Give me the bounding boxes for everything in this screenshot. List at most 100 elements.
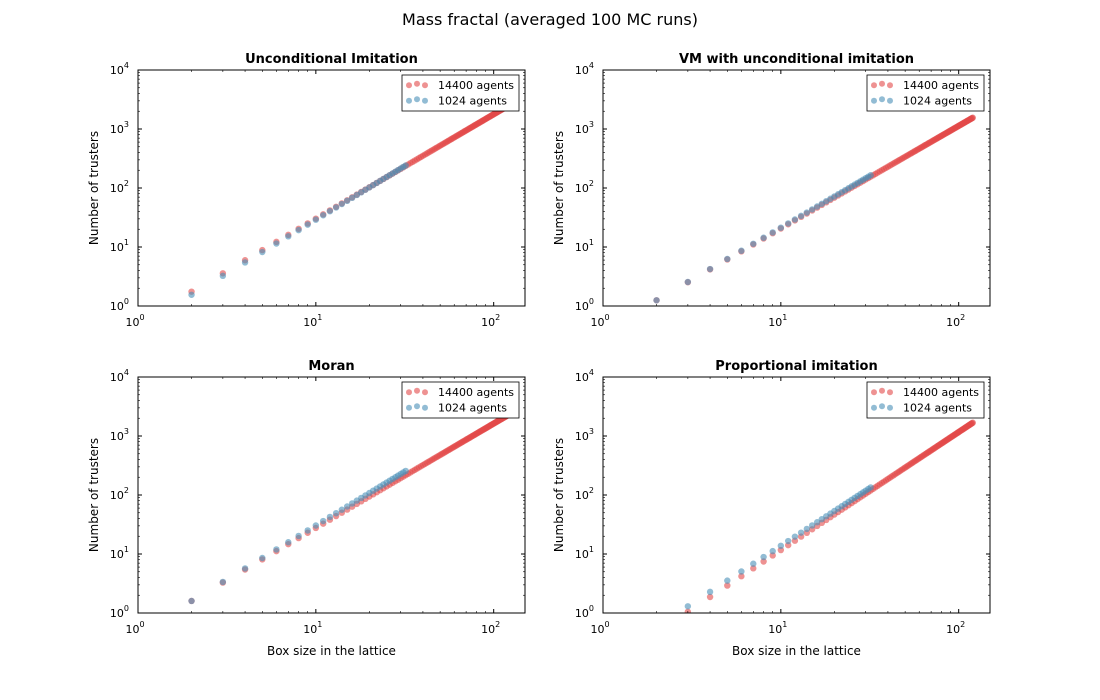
data-point [348, 194, 356, 201]
legend-marker-dot [414, 96, 420, 103]
y-tick-label: 101 [575, 238, 594, 254]
subplot-2: VM with unconditional imitation 100 101 102… [552, 52, 991, 329]
y-tick-label: 103 [575, 120, 594, 136]
data-points [188, 412, 511, 605]
data-point [684, 278, 692, 286]
y-tick-label: 101 [110, 545, 129, 561]
legend-label: 1024 agents [903, 95, 972, 108]
legend-box [866, 74, 985, 112]
y-tick-label: 101 [110, 238, 129, 254]
data-point [332, 204, 340, 211]
x-tick-label: 101 [768, 620, 787, 636]
data-point [259, 248, 266, 256]
x-tick-label: 101 [768, 313, 787, 329]
legend-marker-dot [414, 403, 420, 410]
legend-marker-dot [871, 404, 877, 411]
data-point [285, 233, 292, 240]
y-axis-label: Number of trusters [552, 438, 566, 552]
legend-marker-dot [887, 82, 893, 89]
y-tick-label: 103 [110, 427, 129, 443]
data-point [285, 539, 292, 546]
legend-label: 14400 agents [438, 79, 514, 92]
y-tick-label: 103 [575, 427, 594, 443]
data-point [326, 513, 334, 521]
data-point [241, 259, 249, 266]
y-tick-label: 102 [575, 486, 594, 502]
data-point [219, 578, 227, 586]
data-point [295, 532, 302, 540]
x-tick-label: 102 [946, 313, 965, 329]
y-axis-label: Number of trusters [552, 131, 566, 245]
y-tick-label: 100 [110, 297, 129, 313]
data-point [402, 162, 409, 169]
legend-box [401, 74, 520, 112]
data-point [867, 484, 874, 491]
data-point [803, 209, 811, 216]
data-point [750, 240, 757, 247]
x-tick-label: 100 [125, 313, 144, 329]
data-point [777, 224, 785, 231]
legend-label: 14400 agents [438, 386, 514, 399]
legend-label: 1024 agents [903, 402, 972, 415]
subplot-title: Moran [308, 359, 354, 374]
data-point [326, 208, 334, 215]
data-point [724, 577, 731, 584]
x-tick-label: 101 [303, 313, 322, 329]
data-points [653, 114, 976, 304]
y-tick-label: 104 [575, 61, 594, 77]
data-point [808, 522, 816, 529]
y-tick-label: 104 [110, 368, 129, 384]
data-point [312, 216, 320, 223]
data-point [813, 519, 821, 526]
legend-label: 1024 agents [438, 95, 507, 108]
legend-marker-dot [422, 82, 428, 89]
x-axis-label: Box size in the lattice [732, 644, 861, 658]
y-axis-label: Number of trusters [87, 131, 101, 245]
legend-marker-dot [879, 80, 885, 87]
legend: 14400 agents 1024 agents [866, 381, 985, 419]
y-tick-label: 104 [575, 368, 594, 384]
data-point [338, 506, 346, 513]
x-tick-label: 101 [303, 620, 322, 636]
y-tick-label: 102 [110, 179, 129, 195]
data-point [706, 265, 714, 273]
subplot-4: Proportional imitation 100 101 102 100 101 102… [552, 359, 991, 658]
legend-marker-dot [887, 404, 893, 411]
minor-ticks [603, 70, 990, 306]
data-point [706, 593, 714, 601]
data-point [684, 608, 692, 613]
legend-marker-dot [887, 97, 893, 104]
series-small [188, 467, 409, 605]
y-tick-label: 104 [110, 61, 129, 77]
data-point [797, 212, 805, 220]
legend-label: 1024 agents [438, 402, 507, 415]
subplot-1: Unconditional Imitation 100 101 102 100 101 10… [87, 52, 526, 329]
data-point [188, 291, 195, 298]
legend-marker-dot [406, 82, 412, 89]
data-point [769, 229, 776, 236]
legend-label: 14400 agents [903, 386, 979, 399]
y-tick-label: 100 [110, 604, 129, 620]
data-point [867, 172, 874, 179]
data-point [724, 255, 731, 263]
legend: 14400 agents 1024 agents [401, 381, 520, 419]
subplot-title: Proportional imitation [715, 359, 877, 374]
x-tick-label: 100 [590, 313, 609, 329]
y-tick-label: 102 [110, 486, 129, 502]
data-point [803, 525, 811, 533]
y-tick-label: 100 [575, 297, 594, 313]
data-point [295, 226, 302, 234]
data-point [785, 537, 792, 545]
legend-marker-dot [871, 97, 877, 104]
legend-marker [406, 80, 428, 89]
legend-marker [406, 387, 428, 396]
data-point [808, 206, 816, 213]
series-small [653, 172, 874, 304]
x-tick-label: 102 [481, 313, 500, 329]
legend-marker [871, 80, 893, 89]
series-large [684, 419, 976, 613]
data-point [684, 603, 692, 610]
legend-box [866, 381, 985, 419]
